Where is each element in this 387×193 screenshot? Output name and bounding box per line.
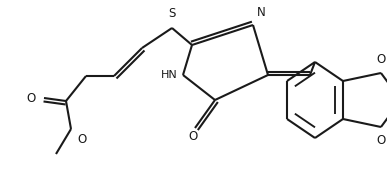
Text: O: O [27, 91, 36, 104]
Text: HN: HN [161, 70, 178, 80]
Text: S: S [168, 7, 176, 20]
Text: O: O [188, 130, 198, 144]
Text: O: O [376, 53, 385, 66]
Text: O: O [376, 134, 385, 147]
Text: O: O [77, 133, 86, 146]
Text: N: N [257, 6, 266, 19]
